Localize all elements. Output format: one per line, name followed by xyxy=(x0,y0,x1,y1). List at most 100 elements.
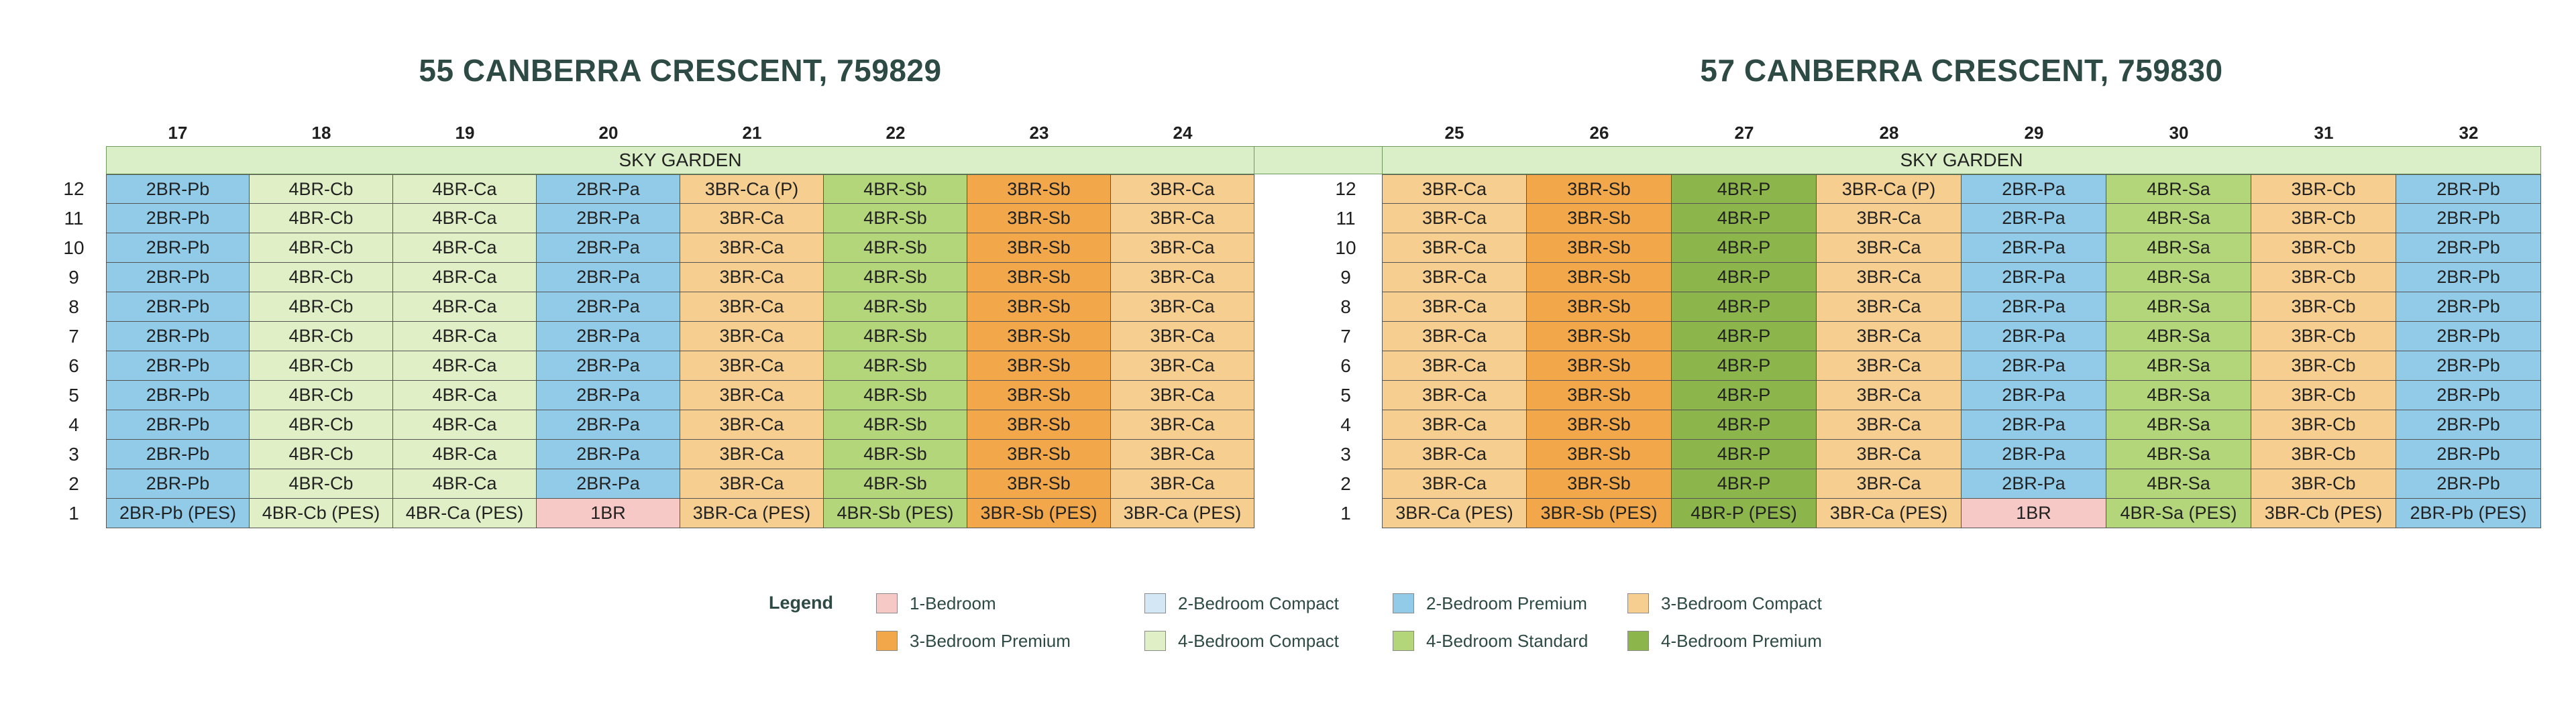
floor-label: 11 xyxy=(64,208,84,229)
unit-cell: 3BR-Ca xyxy=(1382,263,1527,292)
unit-cell: 2BR-Pb xyxy=(2396,469,2541,499)
unit-cell: 2BR-Pa xyxy=(1962,469,2106,499)
floor-label: 6 xyxy=(1340,355,1351,376)
unit-cell: 3BR-Sb xyxy=(1527,469,1672,499)
legend-swatch xyxy=(1144,593,1166,613)
unit-cell: 4BR-Sa xyxy=(2106,233,2251,263)
unit-cell: 4BR-Cb xyxy=(250,440,393,469)
unit-cell: 3BR-Ca xyxy=(1817,440,1962,469)
unit-cell: 2BR-Pa xyxy=(1962,351,2106,381)
unit-cell: 4BR-Sa xyxy=(2106,381,2251,410)
unit-cell: 2BR-Pb xyxy=(2396,410,2541,440)
floor-label: 4 xyxy=(68,414,79,435)
unit-cell: 2BR-Pa xyxy=(537,263,680,292)
unit-cell: 4BR-Sa xyxy=(2106,322,2251,351)
unit-cell: 4BR-P xyxy=(1672,322,1817,351)
unit-cell: 3BR-Sb (PES) xyxy=(1527,499,1672,528)
unit-cell: 4BR-Cb xyxy=(250,381,393,410)
unit-cell: 3BR-Cb xyxy=(2251,410,2396,440)
unit-cell: 3BR-Ca xyxy=(1382,381,1527,410)
unit-column-27: 27 xyxy=(1734,122,1754,143)
unit-cell: 3BR-Ca xyxy=(680,469,824,499)
unit-column-23: 23 xyxy=(1029,122,1049,143)
floor-label: 12 xyxy=(1335,178,1356,199)
unit-cell: 2BR-Pa xyxy=(537,410,680,440)
unit-cell: 3BR-Ca xyxy=(1817,351,1962,381)
unit-cell: 4BR-Cb xyxy=(250,322,393,351)
unit-cell: 4BR-Cb xyxy=(250,469,393,499)
unit-cell: 3BR-Ca xyxy=(1111,174,1254,204)
unit-column-31: 31 xyxy=(2314,122,2334,143)
unit-column-18: 18 xyxy=(311,122,331,143)
unit-cell: 4BR-Sa xyxy=(2106,440,2251,469)
unit-cell: 3BR-Ca (PES) xyxy=(1111,499,1254,528)
unit-cell: 3BR-Sb xyxy=(967,204,1111,233)
unit-cell: 3BR-Sb xyxy=(967,410,1111,440)
unit-cell: 3BR-Sb xyxy=(967,233,1111,263)
unit-cell: 2BR-Pb xyxy=(106,381,250,410)
block-55-title: 55 CANBERRA CRESCENT, 759829 xyxy=(419,53,942,88)
unit-cell: 4BR-P xyxy=(1672,263,1817,292)
block-55-stacking-chart: 17 18 19 20 21 22 23 24 SKY GARDEN 2BR-Pb 4BR-Cb… xyxy=(106,119,1254,528)
unit-column-22: 22 xyxy=(885,122,906,143)
unit-cell: 3BR-Ca xyxy=(680,204,824,233)
unit-cell: 3BR-Ca xyxy=(1817,322,1962,351)
unit-cell: 3BR-Cb xyxy=(2251,351,2396,381)
unit-cell: 3BR-Ca xyxy=(1111,292,1254,322)
unit-cell: 4BR-P xyxy=(1672,351,1817,381)
unit-column-32: 32 xyxy=(2459,122,2479,143)
unit-cell: 3BR-Ca xyxy=(680,263,824,292)
unit-column-headers: 25 26 27 28 29 30 31 32 xyxy=(1382,119,2541,146)
unit-cell: 2BR-Pa xyxy=(1962,174,2106,204)
unit-cell: 4BR-Sb xyxy=(824,263,967,292)
unit-cell: 2BR-Pb (PES) xyxy=(106,499,250,528)
unit-cell: 3BR-Sb xyxy=(967,322,1111,351)
legend-label: 4-Bedroom Premium xyxy=(1661,630,1822,651)
floor-row-3: 3BR-Ca 3BR-Sb 4BR-P 3BR-Ca 2BR-Pa 4BR-Sa 3BR-C… xyxy=(1382,440,2541,469)
unit-cell: 2BR-Pb xyxy=(2396,204,2541,233)
legend-swatch xyxy=(1627,593,1649,613)
unit-cell: 4BR-P xyxy=(1672,440,1817,469)
legend-label: 1-Bedroom xyxy=(910,593,996,613)
unit-cell: 4BR-Ca xyxy=(393,204,537,233)
floor-row-5: 3BR-Ca 3BR-Sb 4BR-P 3BR-Ca 2BR-Pa 4BR-Sa 3BR-C… xyxy=(1382,381,2541,410)
unit-cell: 4BR-Ca xyxy=(393,469,537,499)
unit-cell: 2BR-Pa xyxy=(1962,263,2106,292)
floor-label: 10 xyxy=(1335,237,1356,258)
unit-cell: 3BR-Sb xyxy=(1527,292,1672,322)
unit-cell: 3BR-Ca xyxy=(1382,322,1527,351)
unit-cell: 3BR-Cb xyxy=(2251,440,2396,469)
unit-cell: 3BR-Ca (P) xyxy=(1817,174,1962,204)
unit-cell: 3BR-Ca xyxy=(1817,381,1962,410)
unit-column-25: 25 xyxy=(1444,122,1464,143)
floor-row-12: 3BR-Ca 3BR-Sb 4BR-P 3BR-Ca (P) 2BR-Pa 4BR-Sa 3… xyxy=(1382,174,2541,204)
unit-cell: 4BR-Ca xyxy=(393,351,537,381)
unit-cell: 4BR-Sb (PES) xyxy=(824,499,967,528)
floor-row-1: 3BR-Ca (PES) 3BR-Sb (PES) 4BR-P (PES) 3BR-C… xyxy=(1382,499,2541,528)
unit-cell: 4BR-Cb xyxy=(250,204,393,233)
unit-cell: 2BR-Pb xyxy=(106,351,250,381)
unit-cell: 2BR-Pb xyxy=(106,322,250,351)
unit-cell: 3BR-Ca xyxy=(1817,204,1962,233)
unit-column-28: 28 xyxy=(1879,122,1899,143)
unit-cell: 4BR-Ca xyxy=(393,174,537,204)
unit-cell: 3BR-Ca xyxy=(1111,322,1254,351)
unit-cell: 4BR-Cb xyxy=(250,263,393,292)
unit-cell: 2BR-Pa xyxy=(537,351,680,381)
floor-row-9: 2BR-Pb 4BR-Cb 4BR-Ca 2BR-Pa 3BR-Ca 4BR-Sb 3BR-… xyxy=(106,263,1254,292)
unit-cell: 3BR-Ca xyxy=(1382,233,1527,263)
unit-column-17: 17 xyxy=(168,122,188,143)
legend-item: 2-Bedroom Premium xyxy=(1393,591,1587,615)
unit-cell: 2BR-Pa xyxy=(1962,233,2106,263)
unit-cell: 3BR-Sb xyxy=(967,351,1111,381)
floor-label: 7 xyxy=(1340,326,1351,347)
unit-cell: 4BR-Cb xyxy=(250,174,393,204)
legend-label: 4-Bedroom Compact xyxy=(1178,630,1339,651)
unit-cell: 4BR-Sa xyxy=(2106,292,2251,322)
unit-cell: 4BR-Ca xyxy=(393,292,537,322)
floor-label: 12 xyxy=(63,178,85,199)
unit-cell: 2BR-Pa xyxy=(537,292,680,322)
unit-cell: 3BR-Ca xyxy=(1382,440,1527,469)
unit-cell: 3BR-Ca xyxy=(1111,351,1254,381)
unit-column-19: 19 xyxy=(455,122,475,143)
